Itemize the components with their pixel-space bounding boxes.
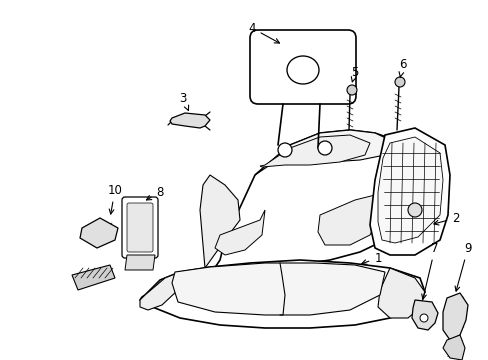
FancyBboxPatch shape [127, 203, 153, 252]
Polygon shape [80, 218, 118, 248]
Polygon shape [254, 130, 394, 175]
Polygon shape [317, 195, 379, 245]
Text: 5: 5 [350, 66, 358, 82]
Circle shape [278, 143, 291, 157]
Ellipse shape [286, 56, 318, 84]
Polygon shape [369, 128, 449, 255]
Text: 1: 1 [361, 252, 381, 265]
Polygon shape [442, 335, 464, 360]
Polygon shape [140, 260, 424, 328]
FancyBboxPatch shape [249, 30, 355, 104]
Polygon shape [411, 300, 437, 330]
Polygon shape [215, 210, 264, 255]
Polygon shape [442, 293, 467, 340]
Polygon shape [377, 137, 442, 243]
Text: 7: 7 [421, 242, 438, 299]
Polygon shape [72, 265, 115, 290]
Text: 2: 2 [433, 211, 459, 225]
Polygon shape [125, 255, 155, 270]
Circle shape [346, 85, 356, 95]
FancyBboxPatch shape [122, 197, 158, 258]
Text: 10: 10 [107, 184, 122, 214]
Circle shape [317, 141, 331, 155]
Text: 3: 3 [179, 91, 188, 111]
Text: 9: 9 [454, 242, 471, 291]
Polygon shape [172, 263, 384, 315]
Text: 4: 4 [248, 22, 279, 43]
Text: 6: 6 [398, 58, 406, 77]
Circle shape [419, 314, 427, 322]
Text: 8: 8 [146, 185, 163, 200]
Polygon shape [140, 272, 180, 310]
Circle shape [407, 203, 421, 217]
Polygon shape [377, 268, 424, 318]
Polygon shape [200, 130, 414, 275]
Polygon shape [260, 135, 369, 167]
Polygon shape [200, 175, 240, 268]
Polygon shape [170, 113, 209, 128]
Circle shape [394, 77, 404, 87]
